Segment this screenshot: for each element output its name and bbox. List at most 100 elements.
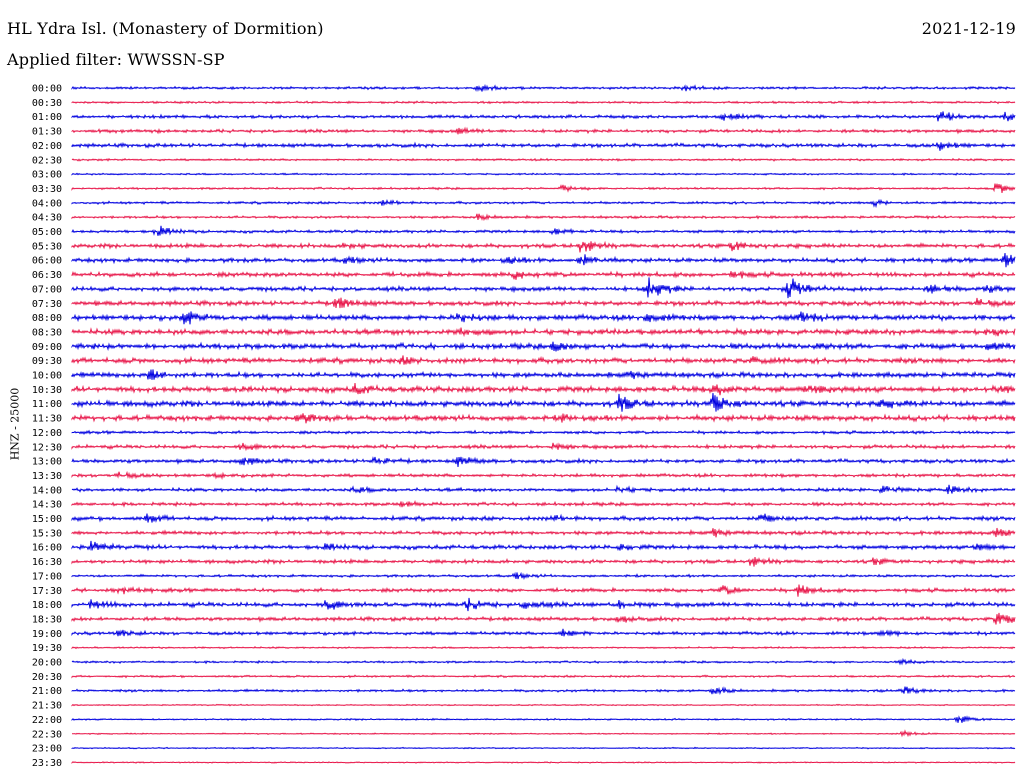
- time-tick-label: 04:30: [32, 213, 62, 224]
- seismic-trace-2130: [71, 703, 1016, 707]
- time-tick-label: 19:30: [32, 643, 62, 654]
- seismic-trace-2330: [71, 761, 1016, 764]
- time-tick-label: 22:30: [32, 729, 62, 740]
- time-tick-label: 01:00: [32, 112, 62, 123]
- time-tick-label: 07:00: [32, 284, 62, 295]
- seismic-trace-1030: [71, 382, 1016, 396]
- time-tick-label: 02:30: [32, 155, 62, 166]
- seismic-trace-1200: [71, 429, 1016, 436]
- seismic-trace-2030: [71, 674, 1016, 679]
- time-tick-label: 02:00: [32, 141, 62, 152]
- seismic-trace-2300: [71, 746, 1016, 750]
- seismic-trace-0300: [71, 172, 1016, 176]
- seismic-trace-1430: [71, 499, 1016, 508]
- seismic-trace-0830: [71, 327, 1016, 338]
- seismic-trace-1530: [71, 527, 1016, 538]
- time-tick-label: 15:00: [32, 514, 62, 525]
- seismic-trace-0630: [71, 270, 1016, 280]
- seismic-trace-1900: [71, 628, 1016, 638]
- seismic-trace-2100: [71, 686, 1016, 696]
- seismic-trace-0030: [71, 100, 1016, 105]
- time-tick-label: 06:30: [32, 270, 62, 281]
- time-tick-label: 07:30: [32, 299, 62, 310]
- time-tick-label: 09:30: [32, 356, 62, 367]
- seismic-trace-0730: [71, 297, 1016, 309]
- time-tick-label: 21:00: [32, 686, 62, 697]
- time-tick-label: 05:00: [32, 227, 62, 238]
- seismic-trace-2200: [71, 715, 1016, 723]
- seismic-trace-0700: [71, 277, 1016, 299]
- time-tick-label: 19:00: [32, 629, 62, 640]
- seismic-trace-1000: [71, 369, 1016, 380]
- time-tick-label: 08:30: [32, 327, 62, 338]
- seismic-trace-0400: [71, 198, 1016, 209]
- time-tick-label: 12:30: [32, 442, 62, 453]
- seismic-trace-0500: [71, 225, 1016, 236]
- time-tick-label: 04:00: [32, 198, 62, 209]
- seismic-trace-1600: [71, 540, 1016, 552]
- time-tick-label: 18:00: [32, 600, 62, 611]
- seismic-trace-0930: [71, 355, 1016, 366]
- time-tick-label: 22:00: [32, 715, 62, 726]
- time-tick-label: 16:00: [32, 543, 62, 554]
- time-tick-label: 11:30: [32, 414, 62, 425]
- seismic-trace-0000: [71, 83, 1016, 92]
- time-tick-label: 23:30: [32, 758, 62, 769]
- time-tick-label: 17:00: [32, 571, 62, 582]
- time-tick-label: 20:00: [32, 658, 62, 669]
- seismic-trace-1930: [71, 645, 1016, 650]
- filter-label: Applied filter: WWSSN-SP: [7, 50, 225, 69]
- time-tick-label: 14:00: [32, 485, 62, 496]
- seismic-trace-0800: [71, 311, 1016, 325]
- time-tick-label: 05:30: [32, 241, 62, 252]
- seismic-trace-1630: [71, 556, 1016, 567]
- seismic-trace-0200: [71, 141, 1016, 151]
- time-tick-label: 20:30: [32, 672, 62, 683]
- seismic-trace-1230: [71, 442, 1016, 452]
- seismic-trace-1330: [71, 470, 1016, 480]
- time-tick-label: 00:00: [32, 84, 62, 95]
- time-tick-label: 13:30: [32, 471, 62, 482]
- seismic-trace-2230: [71, 729, 1016, 738]
- time-tick-label: 03:00: [32, 170, 62, 181]
- seismic-trace-1500: [71, 513, 1016, 523]
- seismic-trace-0230: [71, 157, 1016, 162]
- seismic-trace-1830: [71, 612, 1016, 625]
- time-tick-label: 01:30: [32, 127, 62, 138]
- time-tick-label: 17:30: [32, 586, 62, 597]
- seismic-trace-1800: [71, 597, 1016, 612]
- plot-date: 2021-12-19: [921, 19, 1016, 38]
- time-tick-label: 03:30: [32, 184, 62, 195]
- seismic-trace-1700: [71, 571, 1016, 580]
- time-tick-label: 06:00: [32, 256, 62, 267]
- time-tick-label: 10:30: [32, 385, 62, 396]
- time-tick-label: 08:00: [32, 313, 62, 324]
- time-tick-label: 14:30: [32, 500, 62, 511]
- seismic-trace-0100: [71, 111, 1016, 122]
- seismic-trace-2000: [71, 657, 1016, 666]
- time-tick-label: 16:30: [32, 557, 62, 568]
- time-tick-label: 10:00: [32, 371, 62, 382]
- time-tick-label: 15:30: [32, 528, 62, 539]
- time-tick-label: 00:30: [32, 98, 62, 109]
- time-tick-label: 11:00: [32, 399, 62, 410]
- seismic-trace-1400: [71, 484, 1016, 495]
- seismic-trace-1730: [71, 584, 1016, 597]
- station-title: HL Ydra Isl. (Monastery of Dormition): [7, 19, 324, 38]
- seismic-trace-1100: [71, 393, 1016, 412]
- time-tick-label: 09:00: [32, 342, 62, 353]
- time-tick-label: 12:00: [32, 428, 62, 439]
- seismic-trace-0430: [71, 213, 1016, 222]
- seismic-trace-1300: [71, 456, 1016, 467]
- seismic-trace-0530: [71, 240, 1016, 253]
- time-tick-label: 23:00: [32, 744, 62, 755]
- seismic-trace-0600: [71, 252, 1016, 268]
- seismic-trace-0900: [71, 341, 1016, 352]
- time-tick-label: 18:30: [32, 614, 62, 625]
- seismic-trace-0130: [71, 126, 1016, 135]
- seismic-trace-0330: [71, 183, 1016, 193]
- seismic-trace-1130: [71, 413, 1016, 424]
- time-tick-label: 21:30: [32, 701, 62, 712]
- time-tick-label: 13:00: [32, 457, 62, 468]
